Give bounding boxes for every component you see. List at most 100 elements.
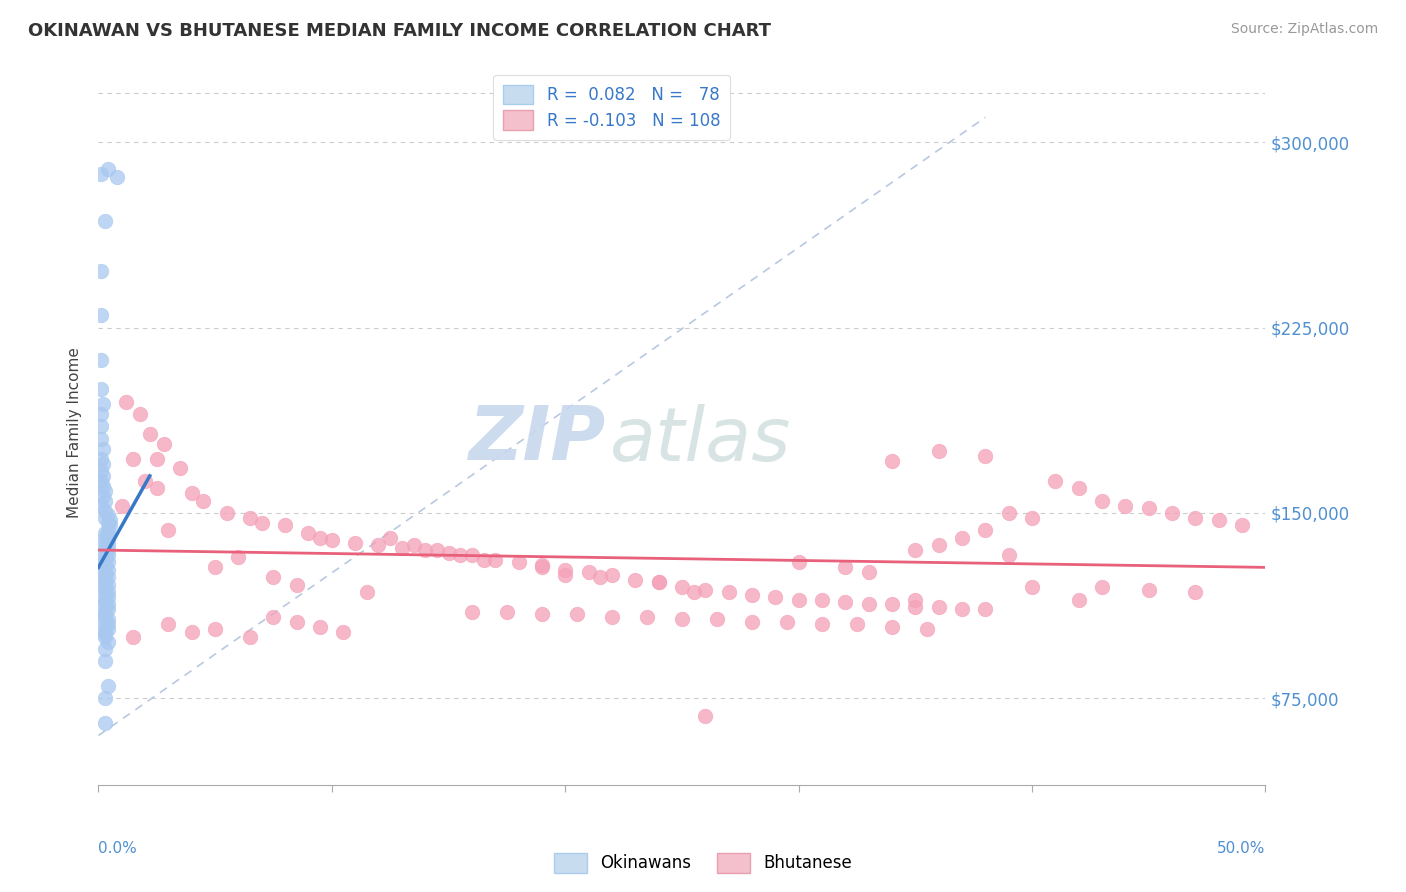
Point [97,528,120,542]
Text: 0.0%: 0.0% [98,841,138,856]
Point [834,560,856,574]
Point [787,556,810,570]
Point [776,615,799,629]
Point [90,432,112,446]
Text: Source: ZipAtlas.com: Source: ZipAtlas.com [1230,22,1378,37]
Point [997,548,1019,562]
Point [858,598,880,612]
Point [90,464,112,478]
Point [391,541,413,555]
Point [97,538,120,552]
Point [97,602,120,616]
Point [741,615,763,629]
Text: 50.0%: 50.0% [1218,841,1265,856]
Point [94,582,117,597]
Point [356,585,378,599]
Point [274,518,297,533]
Point [1045,474,1067,488]
Point [741,588,763,602]
Point [706,612,728,626]
Point [91,457,114,471]
Point [974,602,997,616]
Point [98,518,121,533]
Point [146,451,169,466]
Point [834,595,856,609]
Point [115,394,138,409]
Point [91,479,114,493]
Text: atlas: atlas [610,404,792,475]
Point [426,543,449,558]
Point [94,605,117,619]
Point [94,691,117,706]
Point [449,548,471,562]
Point [97,543,120,558]
Point [90,308,112,322]
Point [94,599,117,614]
Point [122,451,145,466]
Point [180,486,202,500]
Point [309,531,332,545]
Point [94,607,117,622]
Point [90,352,112,367]
Point [950,602,973,616]
Point [950,531,973,545]
Point [671,580,693,594]
Point [98,513,121,527]
Point [239,511,262,525]
Point [554,563,576,577]
Point [1230,518,1253,533]
Point [97,598,120,612]
Point [578,566,600,580]
Point [152,436,174,450]
Point [228,550,250,565]
Point [1161,506,1184,520]
Point [1021,580,1043,594]
Point [508,556,530,570]
Point [530,560,553,574]
Point [647,575,669,590]
Legend: Okinawans, Bhutanese: Okinawans, Bhutanese [547,847,859,880]
Point [858,566,880,580]
Point [97,612,120,626]
Point [1137,582,1160,597]
Point [204,560,226,574]
Point [90,407,112,421]
Point [90,474,112,488]
Point [94,588,117,602]
Point [94,535,117,549]
Point [600,567,623,582]
Point [321,533,343,548]
Point [94,595,117,609]
Point [997,506,1019,520]
Point [262,570,284,584]
Point [94,567,117,582]
Point [94,610,117,624]
Point [367,538,389,552]
Point [97,508,120,523]
Point [97,516,120,530]
Point [180,624,202,639]
Point [928,444,950,458]
Point [846,617,869,632]
Point [671,612,693,626]
Point [880,454,903,468]
Point [1091,493,1114,508]
Point [91,489,114,503]
Point [169,461,191,475]
Point [97,556,120,570]
Point [250,516,273,530]
Point [904,592,927,607]
Point [94,642,117,657]
Point [193,493,215,508]
Point [94,624,117,639]
Point [880,620,903,634]
Point [94,566,117,580]
Point [111,499,134,513]
Point [146,481,169,495]
Point [904,543,927,558]
Point [129,407,152,421]
Point [90,499,112,513]
Point [1091,580,1114,594]
Point [472,553,495,567]
Point [97,533,120,548]
